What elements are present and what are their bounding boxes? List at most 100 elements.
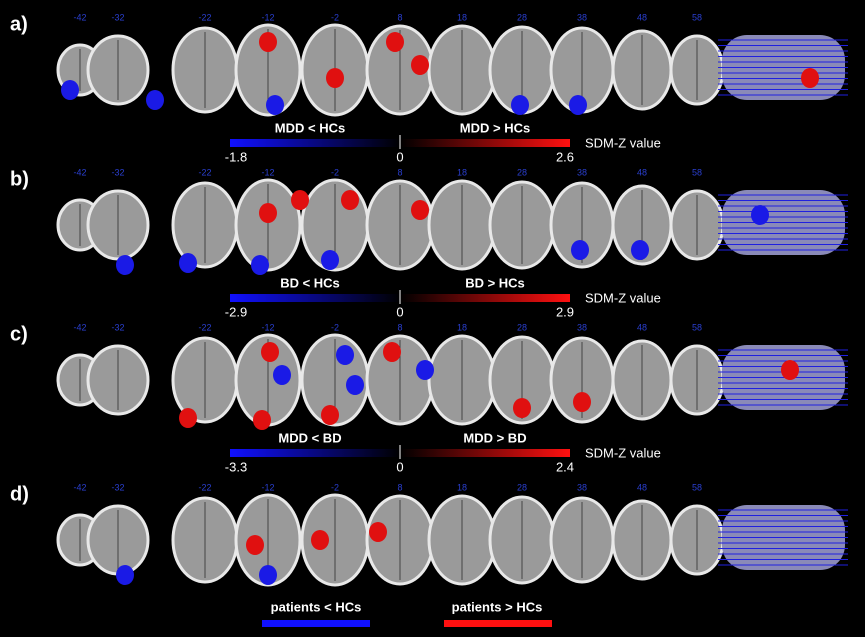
slice-label: -12 xyxy=(261,167,274,177)
panel-letter: c) xyxy=(10,323,28,345)
slice-label: -42 xyxy=(73,482,86,492)
cluster xyxy=(326,68,344,88)
cluster xyxy=(321,405,339,425)
slice-label: -42 xyxy=(73,167,86,177)
scale-title: SDM-Z value xyxy=(585,290,661,305)
zero-value: 0 xyxy=(396,459,403,474)
cluster xyxy=(513,398,531,418)
cluster xyxy=(311,530,329,550)
slice-label: -12 xyxy=(261,482,274,492)
slice-label: 48 xyxy=(637,482,647,492)
cluster xyxy=(369,522,387,542)
slice-label: 58 xyxy=(692,12,702,22)
slice-label: -32 xyxy=(111,12,124,22)
slice-label: -42 xyxy=(73,322,86,332)
slice-label: -42 xyxy=(73,12,86,22)
scale-title: SDM-Z value xyxy=(585,445,661,460)
cluster xyxy=(411,200,429,220)
cluster xyxy=(321,250,339,270)
slice-label: 48 xyxy=(637,12,647,22)
slice-label: 28 xyxy=(517,482,527,492)
slice-label: 58 xyxy=(692,322,702,332)
slice-label: -32 xyxy=(111,322,124,332)
left-label: MDD < BD xyxy=(278,430,341,445)
max-value: 2.9 xyxy=(556,304,574,319)
right-label: patients > HCs xyxy=(452,599,543,614)
max-value: 2.4 xyxy=(556,459,574,474)
slice-label: 8 xyxy=(397,167,402,177)
slice-label: 38 xyxy=(577,322,587,332)
zero-value: 0 xyxy=(396,304,403,319)
slice-label: -32 xyxy=(111,167,124,177)
slice-label: -2 xyxy=(331,322,339,332)
slice-label: 38 xyxy=(577,482,587,492)
panel-letter: d) xyxy=(10,483,29,505)
slice-label: -2 xyxy=(331,167,339,177)
slice-label: -22 xyxy=(198,167,211,177)
cluster xyxy=(259,203,277,223)
left-label: BD < HCs xyxy=(280,275,340,290)
slice-label: -22 xyxy=(198,12,211,22)
slice-label: 18 xyxy=(457,322,467,332)
cluster xyxy=(571,240,589,260)
cluster xyxy=(61,80,79,100)
cluster xyxy=(251,255,269,275)
cluster xyxy=(146,90,164,110)
slice-label: 48 xyxy=(637,322,647,332)
cluster xyxy=(259,32,277,52)
cluster xyxy=(179,253,197,273)
slice-label: 38 xyxy=(577,12,587,22)
slice-label: 18 xyxy=(457,482,467,492)
slice-label: 28 xyxy=(517,167,527,177)
cluster xyxy=(336,345,354,365)
cluster xyxy=(386,32,404,52)
cluster xyxy=(631,240,649,260)
cluster xyxy=(781,360,799,380)
cluster xyxy=(116,565,134,585)
slice-label: -12 xyxy=(261,322,274,332)
left-label: patients < HCs xyxy=(271,599,362,614)
panel-letter: b) xyxy=(10,168,29,190)
min-value: -2.9 xyxy=(225,304,247,319)
cluster xyxy=(801,68,819,88)
blue-bar xyxy=(262,620,370,627)
slice-label: 18 xyxy=(457,167,467,177)
cluster xyxy=(291,190,309,210)
right-label: MDD > BD xyxy=(463,430,526,445)
slice-label: -2 xyxy=(331,12,339,22)
slice-label: -22 xyxy=(198,322,211,332)
cluster xyxy=(411,55,429,75)
cluster xyxy=(346,375,364,395)
slice-label: 8 xyxy=(397,322,402,332)
zero-value: 0 xyxy=(396,149,403,164)
slice-label: -22 xyxy=(198,482,211,492)
cluster xyxy=(179,408,197,428)
cluster xyxy=(383,342,401,362)
slice-label: 28 xyxy=(517,12,527,22)
slice-label: 58 xyxy=(692,482,702,492)
cluster xyxy=(253,410,271,430)
cluster xyxy=(511,95,529,115)
slice-label: 8 xyxy=(397,12,402,22)
min-value: -1.8 xyxy=(225,149,247,164)
min-value: -3.3 xyxy=(225,459,247,474)
cluster xyxy=(266,95,284,115)
cluster xyxy=(573,392,591,412)
slice-label: 8 xyxy=(397,482,402,492)
cluster xyxy=(416,360,434,380)
slice-label: 18 xyxy=(457,12,467,22)
max-value: 2.6 xyxy=(556,149,574,164)
right-label: BD > HCs xyxy=(465,275,525,290)
slice-label: -2 xyxy=(331,482,339,492)
slice-label: 58 xyxy=(692,167,702,177)
cluster xyxy=(569,95,587,115)
cluster xyxy=(246,535,264,555)
left-label: MDD < HCs xyxy=(275,120,345,135)
red-bar xyxy=(444,620,552,627)
slice-label: 28 xyxy=(517,322,527,332)
cluster xyxy=(341,190,359,210)
slice-label: -12 xyxy=(261,12,274,22)
slice-label: 48 xyxy=(637,167,647,177)
slice-label: -32 xyxy=(111,482,124,492)
